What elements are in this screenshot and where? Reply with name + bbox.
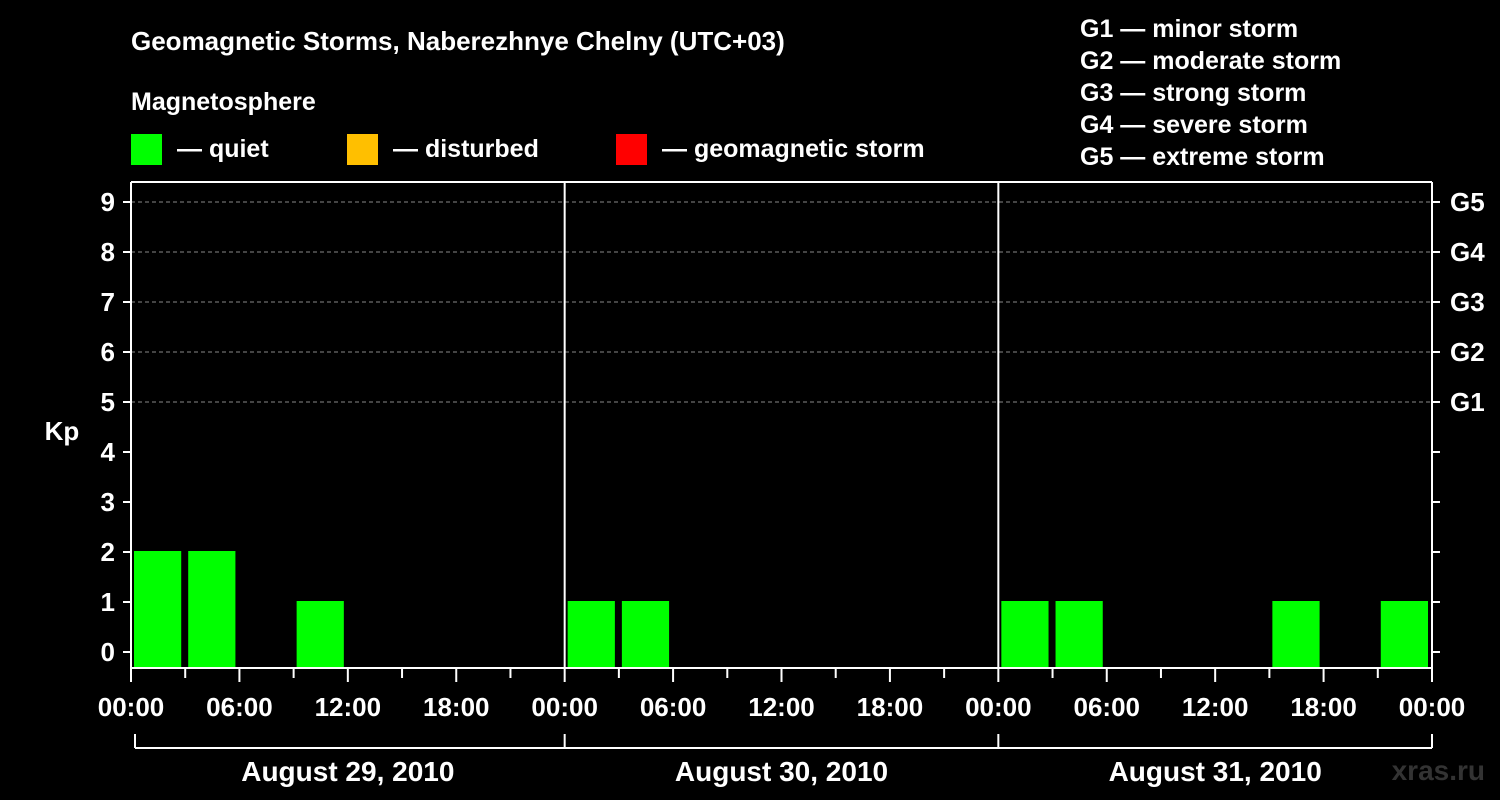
legend: — quiet — disturbed — geomagnetic storm xyxy=(131,134,925,165)
storm-scale-legend: G1 — minor storm G2 — moderate storm G3 — … xyxy=(1080,15,1341,171)
bar xyxy=(296,601,344,668)
x-tick-label: 00:00 xyxy=(965,692,1032,722)
storm-scale-item: G5 — extreme storm xyxy=(1080,143,1325,171)
bar xyxy=(1001,601,1049,668)
x-tick-label: 00:00 xyxy=(531,692,598,722)
axes: 0 1 2 3 4 5 6 7 8 9 G1 G2 G3 G4 G5 00:00 06:00 12:00 18:00… xyxy=(98,181,1485,787)
g-scale-label: G4 xyxy=(1450,237,1485,267)
g-scale-label: G2 xyxy=(1450,337,1485,367)
x-tick-label: 18:00 xyxy=(423,692,490,722)
x-tick-label: 18:00 xyxy=(1290,692,1357,722)
y-tick-label: 7 xyxy=(101,287,115,317)
storm-scale-item: G3 — strong storm xyxy=(1080,79,1306,107)
day-label: August 30, 2010 xyxy=(675,756,888,787)
bar xyxy=(134,551,182,668)
y-tick-label: 9 xyxy=(101,187,115,217)
y-tick-label: 8 xyxy=(101,237,115,267)
x-tick-label: 12:00 xyxy=(748,692,815,722)
legend-label: — quiet xyxy=(177,135,269,163)
bars xyxy=(134,551,1428,668)
x-tick-label: 06:00 xyxy=(1074,692,1141,722)
bar xyxy=(621,601,670,668)
x-tick-label: 12:00 xyxy=(315,692,382,722)
legend-label: — geomagnetic storm xyxy=(662,135,925,163)
bar xyxy=(1055,601,1103,668)
g-scale-label: G5 xyxy=(1450,187,1485,217)
bar xyxy=(188,551,236,668)
x-tick-label: 00:00 xyxy=(1399,692,1466,722)
day-label: August 31, 2010 xyxy=(1109,756,1322,787)
bar xyxy=(1380,601,1428,668)
y-tick-label: 1 xyxy=(101,587,115,617)
watermark: xras.ru xyxy=(1392,755,1485,786)
storm-scale-item: G1 — minor storm xyxy=(1080,15,1298,43)
y-tick-label: 0 xyxy=(101,637,115,667)
legend-heading: Magnetosphere xyxy=(131,88,316,116)
storm-scale-item: G4 — severe storm xyxy=(1080,111,1308,139)
y-tick-label: 4 xyxy=(101,437,116,467)
y-tick-label: 6 xyxy=(101,337,115,367)
x-tick-label: 06:00 xyxy=(206,692,273,722)
y-tick-label: 5 xyxy=(101,387,115,417)
bar xyxy=(1272,601,1320,668)
day-label: August 29, 2010 xyxy=(241,756,454,787)
x-tick-label: 12:00 xyxy=(1182,692,1249,722)
x-tick-label: 18:00 xyxy=(857,692,924,722)
y-tick-label: 2 xyxy=(101,537,115,567)
legend-swatch xyxy=(616,134,647,165)
legend-swatch xyxy=(131,134,162,165)
bar xyxy=(567,601,615,668)
g-scale-label: G3 xyxy=(1450,287,1485,317)
chart-title: Geomagnetic Storms, Naberezhnye Chelny (… xyxy=(131,26,785,56)
grid xyxy=(131,201,1432,403)
g-scale-label: G1 xyxy=(1450,387,1485,417)
x-tick-label: 00:00 xyxy=(98,692,165,722)
legend-swatch xyxy=(347,134,378,165)
y-tick-label: 3 xyxy=(101,487,115,517)
legend-label: — disturbed xyxy=(393,135,539,163)
y-axis-label: Kp xyxy=(45,416,80,446)
storm-scale-item: G2 — moderate storm xyxy=(1080,47,1341,75)
x-tick-label: 06:00 xyxy=(640,692,707,722)
